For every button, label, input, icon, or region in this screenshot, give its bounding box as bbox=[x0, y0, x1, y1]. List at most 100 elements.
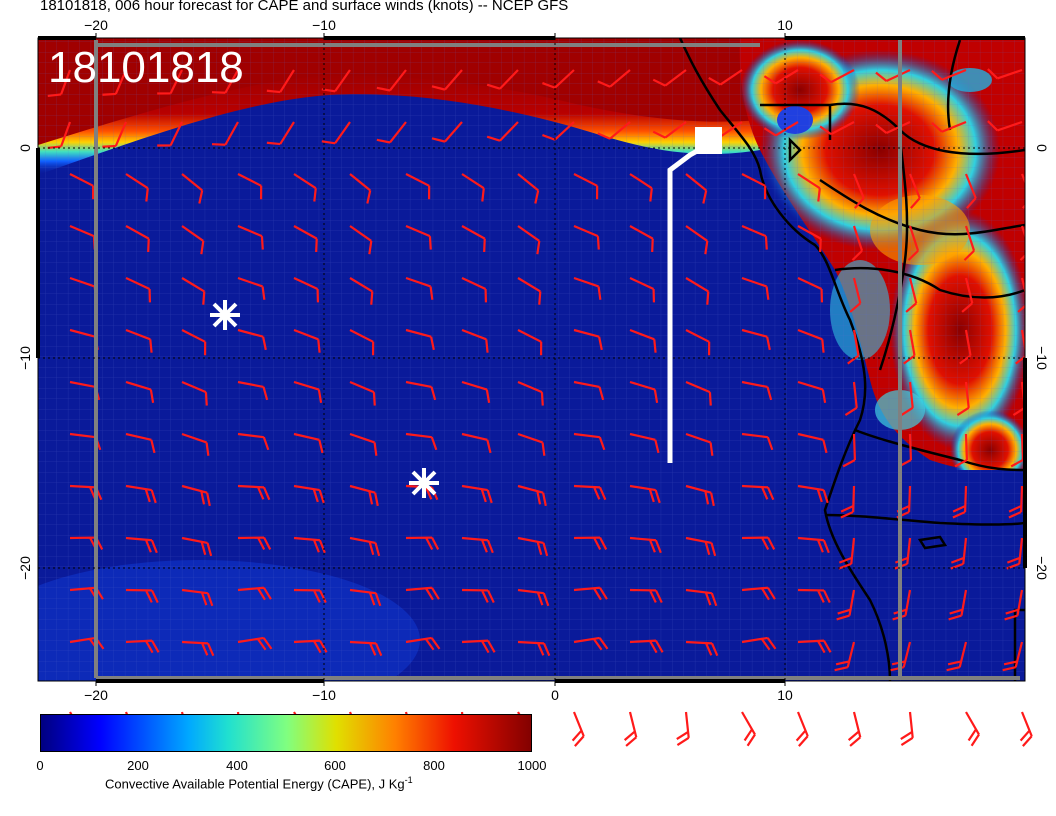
wind-barb bbox=[349, 225, 373, 255]
wind-barb bbox=[847, 329, 860, 365]
wind-barb bbox=[1010, 433, 1025, 468]
wind-barb bbox=[1020, 173, 1025, 209]
wind-barb bbox=[931, 120, 967, 133]
wind-barbs bbox=[47, 68, 1025, 672]
wind-barb bbox=[797, 432, 828, 454]
wind-barb bbox=[741, 711, 756, 747]
wind-barb bbox=[797, 380, 827, 404]
wind-barb bbox=[181, 432, 210, 456]
asterisk-marker-2 bbox=[409, 468, 439, 498]
map-axes bbox=[36, 33, 1027, 686]
wind-barb bbox=[517, 588, 550, 607]
lat-tick-right-1: 0 bbox=[1034, 144, 1050, 152]
wind-barb bbox=[597, 121, 631, 140]
white-square-marker bbox=[695, 127, 722, 154]
colorbar-label-text: Convective Available Potential Energy (C… bbox=[105, 776, 405, 792]
wind-barb bbox=[125, 225, 150, 253]
wind-barb bbox=[266, 69, 295, 94]
wind-barb bbox=[542, 121, 575, 141]
wind-barb bbox=[597, 69, 631, 88]
wind-barb bbox=[903, 329, 916, 365]
wind-barb bbox=[47, 69, 72, 98]
wind-barb bbox=[266, 121, 295, 146]
wind-barb bbox=[708, 69, 743, 86]
wind-barb bbox=[376, 69, 407, 92]
wind-barb bbox=[293, 173, 317, 202]
wind-barb bbox=[517, 484, 547, 507]
cape-colorbar bbox=[40, 714, 532, 752]
wind-barb bbox=[959, 329, 972, 365]
lat-tick-right-2: −10 bbox=[1034, 346, 1050, 370]
wind-barb bbox=[907, 225, 920, 261]
wind-barb bbox=[741, 586, 776, 601]
wind-barb bbox=[517, 432, 546, 456]
wind-barb bbox=[237, 276, 266, 300]
wind-barb bbox=[685, 329, 711, 356]
wind-barb bbox=[819, 69, 855, 84]
wind-barb bbox=[293, 277, 320, 303]
wind-barb bbox=[797, 588, 831, 604]
wind-barb bbox=[293, 536, 326, 554]
wind-barb bbox=[542, 69, 575, 89]
wind-barb bbox=[349, 484, 379, 507]
wind-barb bbox=[900, 381, 914, 417]
wind-barb bbox=[125, 328, 153, 353]
wind-barb bbox=[685, 432, 714, 456]
wind-barb bbox=[852, 173, 865, 209]
wind-barb bbox=[349, 536, 381, 557]
colorbar-tick-400: 400 bbox=[226, 758, 248, 773]
lon-tick-bottom-2: −10 bbox=[312, 687, 336, 703]
overlay-date: 18101818 bbox=[48, 43, 244, 92]
wind-barb bbox=[797, 328, 825, 353]
wind-barb bbox=[102, 121, 128, 148]
wind-barb bbox=[573, 536, 608, 551]
wind-barb bbox=[685, 277, 710, 305]
wind-barb bbox=[181, 536, 213, 557]
wind-barb bbox=[629, 225, 654, 253]
wind-barb bbox=[157, 121, 183, 147]
wind-barb bbox=[629, 173, 653, 202]
colorbar-tick-600: 600 bbox=[324, 758, 346, 773]
wind-barb bbox=[964, 173, 977, 209]
wind-barb bbox=[125, 173, 149, 202]
wind-barb bbox=[125, 639, 160, 654]
wind-barb bbox=[349, 640, 383, 657]
wind-barb bbox=[797, 225, 822, 253]
wind-barb bbox=[987, 68, 1023, 80]
wind-barb bbox=[405, 276, 434, 300]
wind-barb bbox=[741, 328, 771, 351]
lon-tick-bottom-1: −20 bbox=[84, 687, 108, 703]
wind-barb bbox=[237, 636, 273, 651]
wind-barb bbox=[47, 121, 72, 150]
wind-barb bbox=[908, 173, 921, 209]
wind-barb bbox=[797, 536, 830, 554]
wind-barb bbox=[157, 69, 183, 95]
wind-barb bbox=[405, 380, 437, 401]
wind-barb bbox=[573, 173, 599, 200]
wind-barb bbox=[741, 173, 767, 200]
map-title: 18101818, 006 hour forecast for CAPE and… bbox=[40, 0, 569, 14]
wind-barb bbox=[741, 224, 768, 250]
wind-barb bbox=[987, 120, 1023, 132]
wind-barb bbox=[685, 640, 719, 657]
colorbar-tick-0: 0 bbox=[36, 758, 44, 773]
wind-barb bbox=[293, 328, 321, 353]
wind-barb bbox=[1008, 485, 1024, 519]
wind-barb bbox=[652, 121, 687, 139]
colorbar-label-unit-exponent: -1 bbox=[404, 775, 413, 785]
wind-barb bbox=[629, 277, 656, 303]
wind-barb bbox=[461, 536, 494, 554]
wind-barb bbox=[573, 224, 600, 250]
wind-barb bbox=[349, 588, 382, 607]
wind-barb bbox=[797, 277, 824, 303]
wind-barb bbox=[461, 588, 495, 604]
colorbar-label: Convective Available Potential Energy (C… bbox=[105, 775, 413, 791]
wind-barb bbox=[629, 588, 663, 604]
wind-barb bbox=[125, 484, 157, 504]
grid-overlay bbox=[38, 38, 1025, 681]
wind-barb bbox=[849, 277, 862, 313]
lat-tick-left-2: −10 bbox=[17, 346, 33, 370]
wind-barb bbox=[573, 328, 603, 351]
wind-barb bbox=[461, 173, 485, 202]
wind-barb bbox=[819, 121, 855, 136]
